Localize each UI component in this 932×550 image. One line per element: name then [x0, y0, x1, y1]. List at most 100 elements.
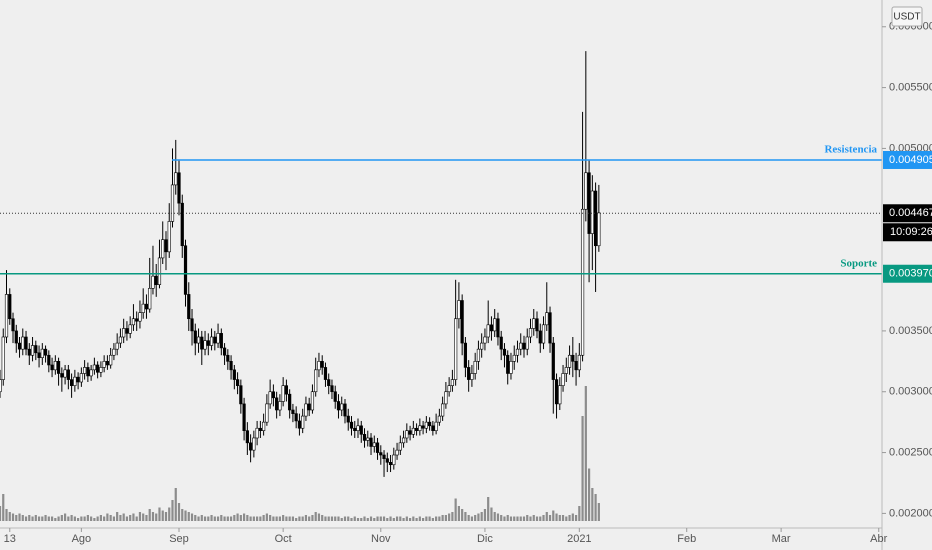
- currency-button[interactable]: [891, 6, 923, 27]
- volume-bar: [360, 518, 363, 521]
- volume-bar: [565, 516, 568, 521]
- candle-body: [138, 312, 142, 322]
- candle-body: [454, 318, 458, 380]
- candle-body: [187, 294, 191, 320]
- volume-bar: [395, 516, 399, 521]
- volume-bar: [203, 516, 207, 521]
- volume-bar: [44, 515, 47, 521]
- volume-bar: [441, 515, 444, 521]
- x-tick-label: 2021: [567, 533, 591, 545]
- volume-bar: [31, 516, 34, 521]
- y-tick-label: 0.002500: [889, 446, 932, 458]
- volume-bar: [242, 513, 246, 521]
- candle-body: [392, 454, 396, 466]
- candle-body: [554, 379, 559, 405]
- candle-body: [421, 425, 425, 429]
- candle-body: [148, 288, 152, 310]
- volume-bar: [177, 503, 181, 521]
- candle-body: [538, 330, 542, 344]
- volume-bar: [256, 516, 259, 521]
- candle-body: [473, 361, 477, 374]
- candle-body: [571, 354, 575, 362]
- volume-bar: [532, 515, 535, 521]
- candle-body: [275, 397, 279, 411]
- volume-bar: [545, 512, 548, 521]
- candle-body: [434, 421, 438, 431]
- candle-body: [463, 342, 468, 368]
- candle-body: [102, 361, 106, 368]
- volume-bar: [11, 513, 15, 521]
- candle-body: [512, 354, 516, 362]
- candle-body: [21, 336, 25, 350]
- volume-bar: [246, 515, 249, 521]
- x-tick-label: Dic: [477, 533, 493, 545]
- candle-body: [86, 367, 90, 377]
- y-tick-label: 0.005500: [889, 82, 932, 94]
- candle-body: [545, 312, 549, 326]
- candle-body: [157, 257, 162, 285]
- candle-body: [486, 324, 490, 338]
- candle-body: [366, 437, 370, 441]
- candle-body: [70, 379, 74, 386]
- volume-bar: [5, 509, 8, 521]
- volume-bar: [96, 516, 99, 521]
- volume-bar: [574, 515, 578, 521]
- volume-bar: [99, 515, 102, 521]
- volume-bar: [382, 516, 386, 521]
- volume-bar: [578, 506, 581, 521]
- candle-body: [53, 361, 57, 371]
- volume-bar: [168, 507, 171, 521]
- volume-bar: [483, 509, 487, 521]
- candle-body: [561, 373, 565, 386]
- candle-body: [362, 434, 367, 441]
- candle-body: [372, 442, 376, 447]
- volume-bar: [480, 512, 483, 521]
- volume-bar: [155, 513, 158, 521]
- candle-body: [249, 442, 253, 451]
- volume-bar: [161, 510, 164, 521]
- volume-bar: [581, 416, 584, 521]
- candle-body: [515, 348, 520, 356]
- candle-body: [17, 342, 22, 350]
- candle-body: [265, 403, 269, 423]
- candle-body: [213, 336, 217, 344]
- volume-bar: [2, 494, 5, 521]
- candle-body: [395, 449, 399, 456]
- volume-bar: [571, 513, 574, 521]
- volume-bar: [448, 513, 451, 521]
- volume-bar: [301, 516, 304, 521]
- volume-bar: [0, 506, 2, 521]
- candle-body: [112, 348, 116, 356]
- volume-bar: [587, 468, 591, 521]
- candle-body: [480, 342, 484, 350]
- volume-bar: [334, 516, 337, 521]
- volume-bar: [304, 515, 308, 521]
- candle-body: [151, 275, 155, 289]
- volume-bar: [519, 516, 522, 521]
- volume-bar: [597, 503, 600, 521]
- candle-body: [450, 379, 454, 386]
- candle-body: [551, 342, 555, 380]
- volume-bar: [500, 515, 503, 521]
- candle-body: [528, 328, 533, 338]
- volume-bar: [327, 516, 330, 521]
- price-level-name: Soporte: [840, 257, 877, 269]
- volume-bar: [164, 512, 168, 521]
- volume-bar: [470, 516, 474, 521]
- candle-body: [460, 300, 464, 344]
- volume-bar: [112, 516, 116, 521]
- candle-body: [63, 369, 67, 378]
- volume-bar: [86, 515, 89, 521]
- volume-bar: [454, 498, 457, 521]
- volume-bar: [457, 506, 461, 521]
- volume-bar: [350, 518, 353, 521]
- candle-body: [346, 415, 350, 423]
- candle-body: [288, 393, 292, 411]
- x-tick-label: Oct: [275, 533, 292, 545]
- candle-body: [356, 425, 360, 431]
- volume-bar: [412, 516, 415, 521]
- volume-bar: [308, 516, 311, 521]
- volume-bar: [223, 516, 226, 521]
- candle-body: [135, 318, 139, 322]
